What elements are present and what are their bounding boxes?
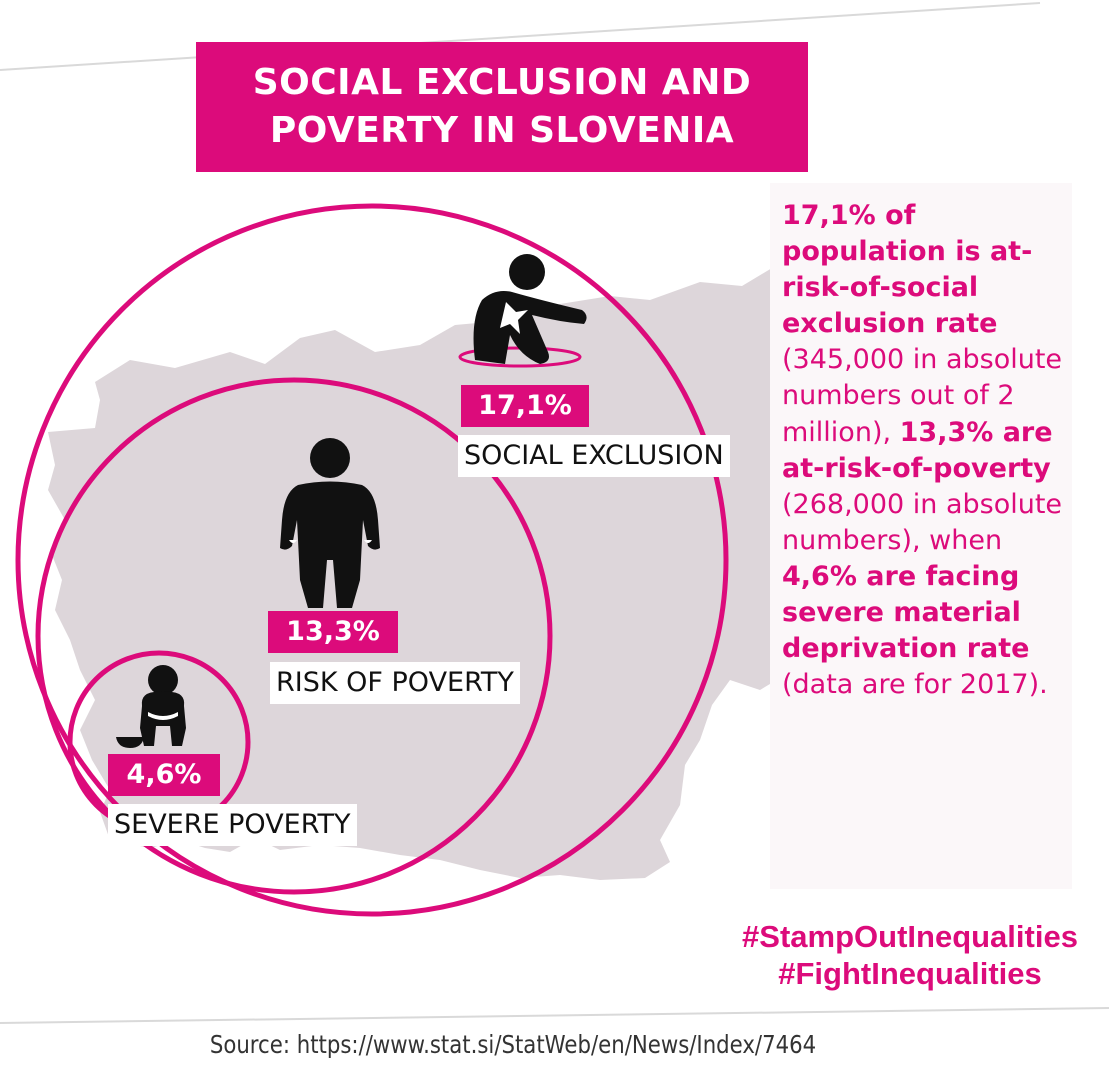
severe-poverty-percent: 4,6% — [108, 754, 220, 796]
side-text-5: 4,6% are facing severe material deprivat… — [782, 560, 1030, 665]
bottom-divider-line — [0, 1007, 1109, 1024]
severe-poverty-label: SEVERE POVERTY — [108, 804, 357, 846]
hashtag-1: #StampOutInequalities — [742, 919, 1078, 954]
side-text-1: 17,1% of population is at-risk-of-social… — [782, 200, 1033, 340]
crouching-person-icon — [140, 665, 186, 746]
title-line-2: POVERTY IN SLOVENIA — [269, 110, 735, 151]
title-line-1: SOCIAL EXCLUSION AND — [252, 62, 752, 103]
risk-of-poverty-percent: 13,3% — [268, 611, 398, 653]
social-exclusion-label: SOCIAL EXCLUSION — [458, 435, 730, 477]
top-divider-line — [0, 2, 1041, 71]
begging-bowl-icon — [116, 737, 144, 748]
source-link: Source: https://www.stat.si/StatWeb/en/N… — [209, 1030, 817, 1059]
side-text-2: (345,000 in absolute numbers out of 2 mi… — [782, 344, 1063, 448]
side-text-4: (268,000 in absolute numbers), when — [782, 488, 1063, 556]
side-panel — [770, 183, 1072, 889]
side-description: 17,1% of population is at-risk-of-social… — [782, 198, 1072, 703]
hashtags: #StampOutInequalities #FightInequalities — [720, 918, 1100, 992]
risk-of-poverty-circle — [35, 377, 553, 895]
page-title: SOCIAL EXCLUSION AND POVERTY IN SLOVENIA — [196, 42, 808, 172]
risk-of-poverty-label: RISK OF POVERTY — [270, 662, 520, 704]
social-exclusion-percent: 17,1% — [461, 385, 589, 427]
side-text-3: 13,3% are at-risk-of-poverty — [782, 416, 1053, 484]
side-text-6: (data are for 2017). — [782, 669, 1048, 701]
empty-pockets-person-icon — [280, 438, 380, 608]
social-exclusion-circle — [15, 203, 729, 917]
hashtag-2: #FightInequalities — [778, 956, 1042, 991]
sitting-person-icon — [458, 254, 587, 368]
